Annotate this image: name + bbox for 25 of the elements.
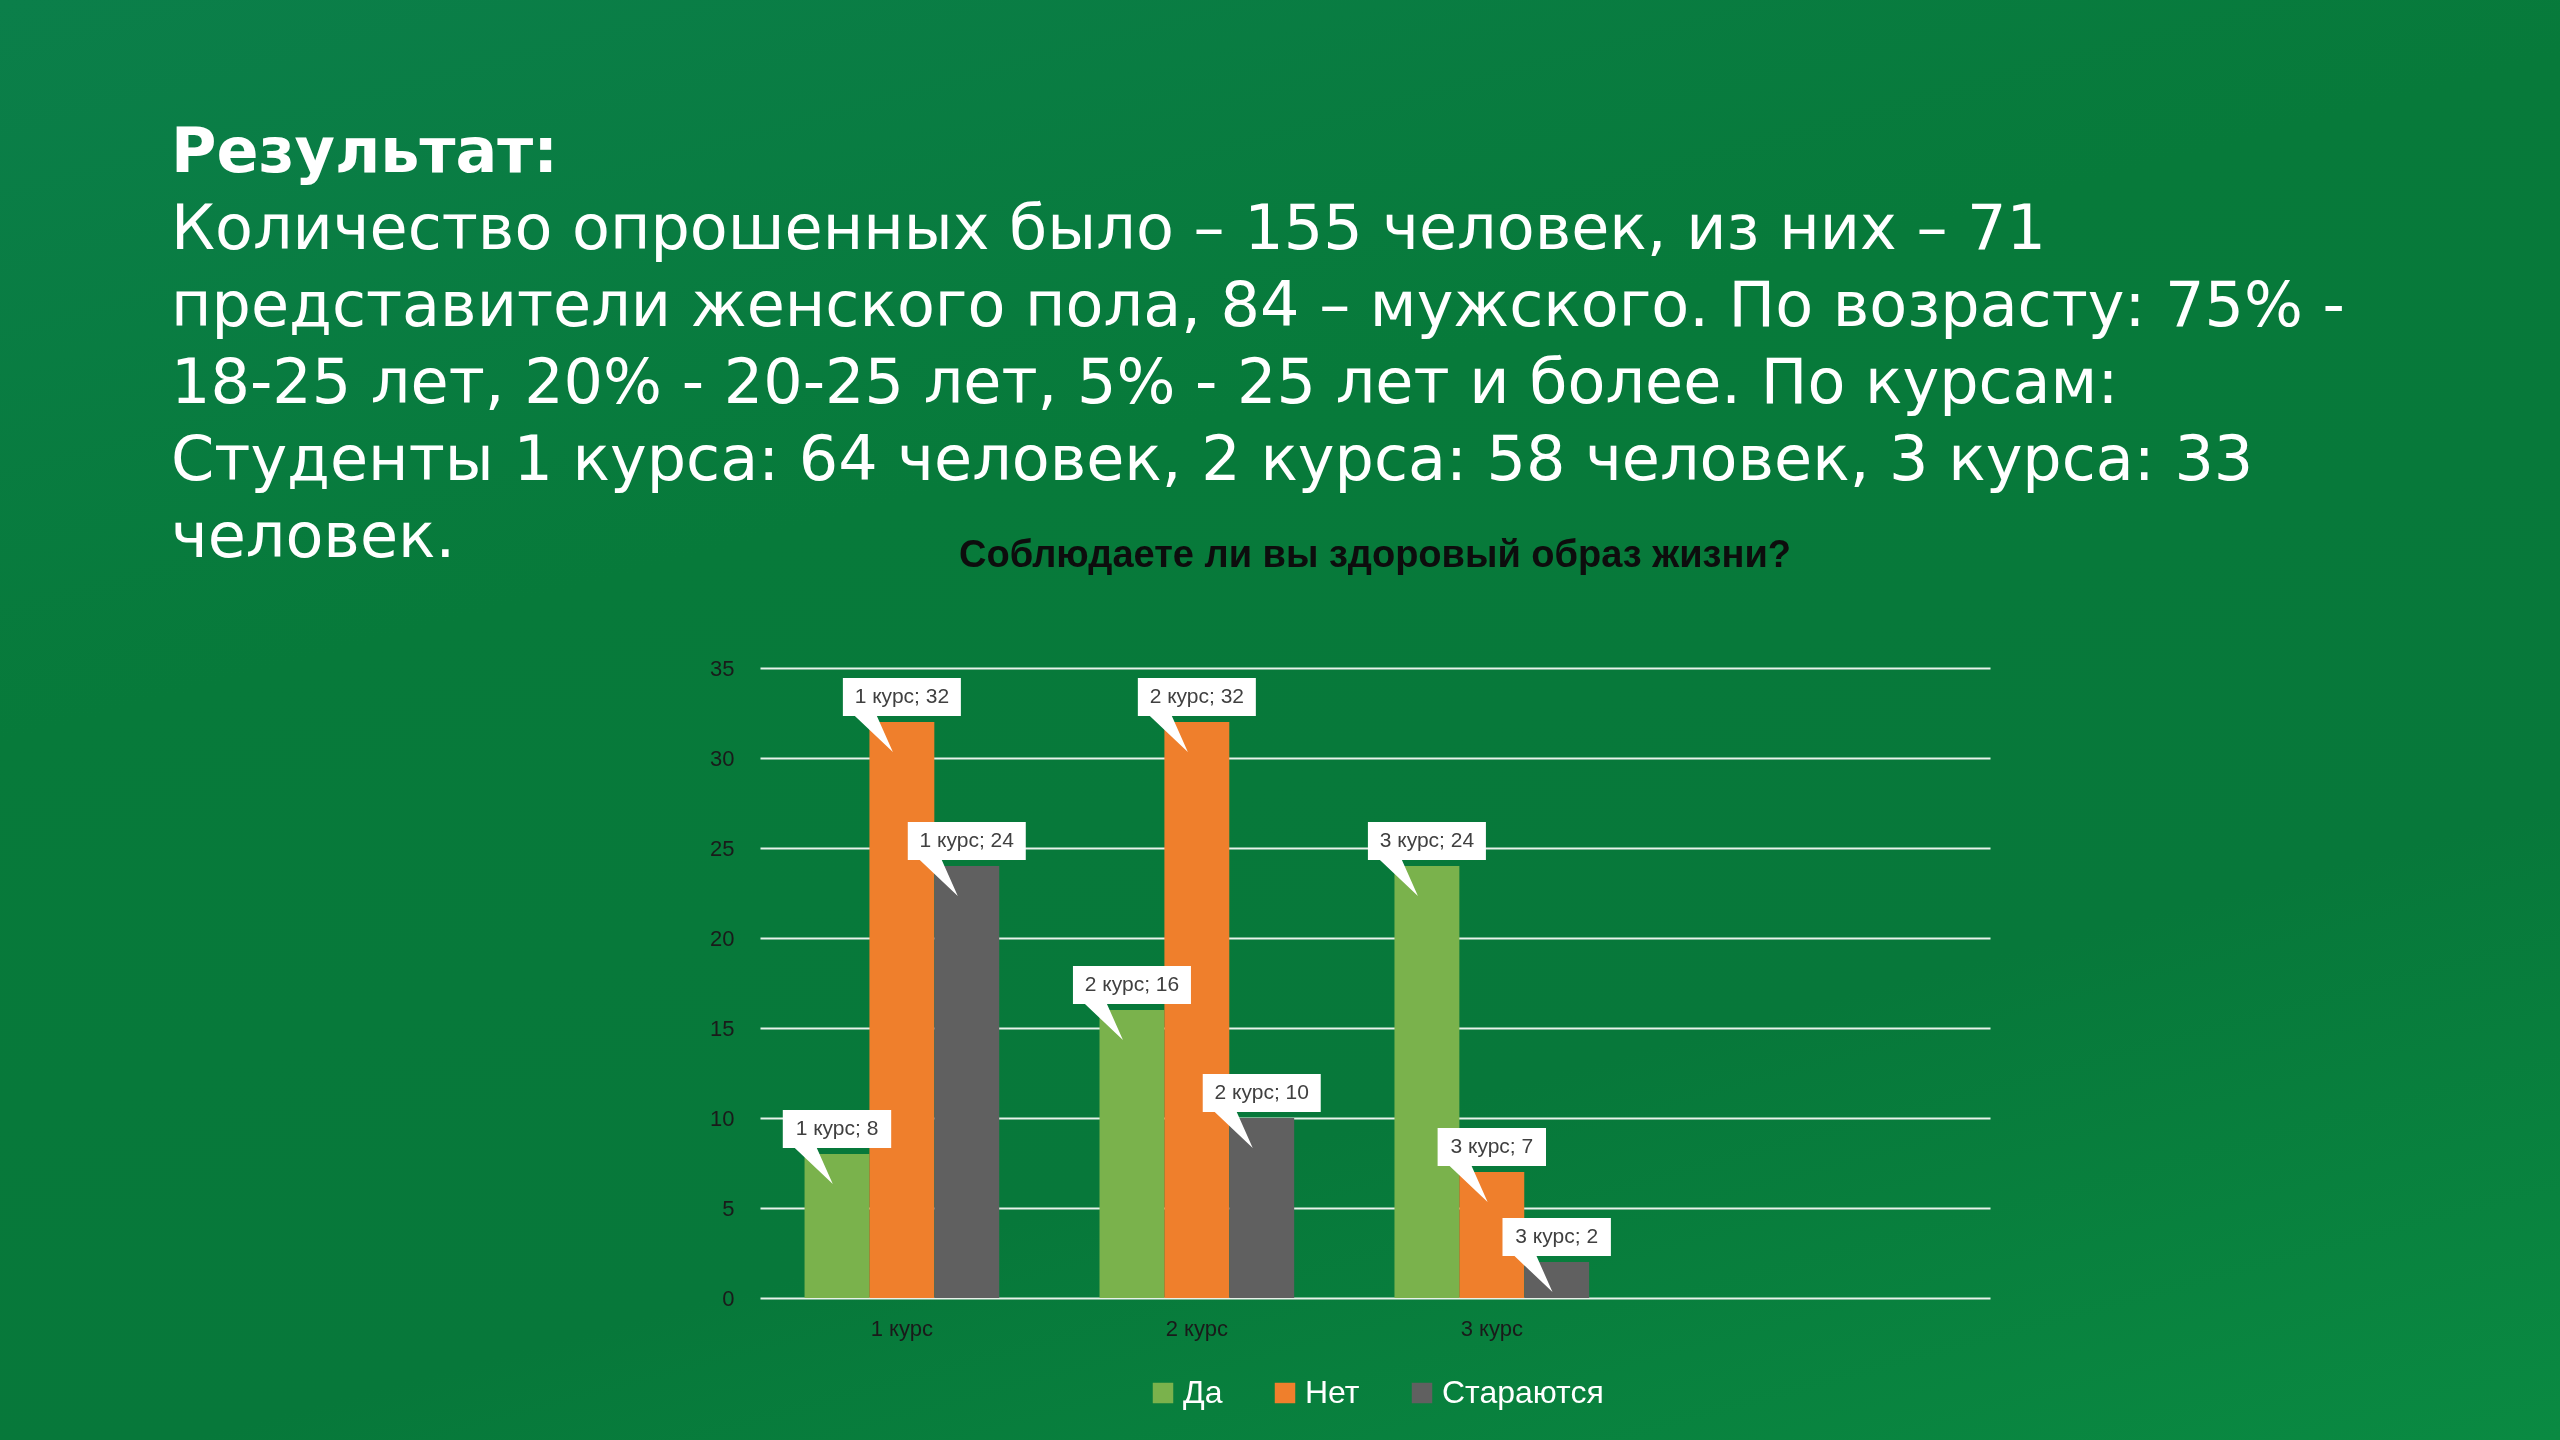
- y-tick-label: 10: [710, 1105, 735, 1131]
- legend-label: Нет: [1305, 1374, 1360, 1410]
- chart-title: Соблюдаете ли вы здоровый образ жизни?: [959, 533, 1791, 575]
- y-tick-label: 20: [710, 925, 735, 951]
- data-label: 3 курс; 24: [1379, 828, 1475, 851]
- legend-label: Стараются: [1442, 1374, 1604, 1410]
- y-tick-label: 15: [710, 1015, 735, 1041]
- y-tick-label: 30: [710, 745, 735, 771]
- y-tick-label: 35: [710, 655, 735, 681]
- y-tick-label: 0: [722, 1285, 735, 1311]
- data-label: 1 курс; 8: [795, 1116, 879, 1139]
- x-tick-label: 3 курс: [1460, 1315, 1523, 1341]
- y-tick-label: 25: [710, 835, 735, 861]
- data-label: 3 курс; 2: [1515, 1224, 1599, 1247]
- data-label: 2 курс; 10: [1214, 1080, 1309, 1103]
- data-label: 1 курс; 32: [854, 684, 950, 707]
- data-label: 2 курс; 32: [1149, 684, 1245, 707]
- y-tick-label: 5: [722, 1195, 735, 1221]
- x-tick-label: 1 курс: [870, 1315, 933, 1341]
- data-label: 1 курс; 24: [919, 828, 1015, 851]
- text: Результат:: [171, 113, 560, 189]
- data-label: 3 курс; 7: [1450, 1134, 1534, 1157]
- data-label: 2 курс; 16: [1084, 972, 1180, 995]
- legend-label: Да: [1183, 1374, 1223, 1410]
- x-tick-label: 2 курс: [1165, 1315, 1228, 1341]
